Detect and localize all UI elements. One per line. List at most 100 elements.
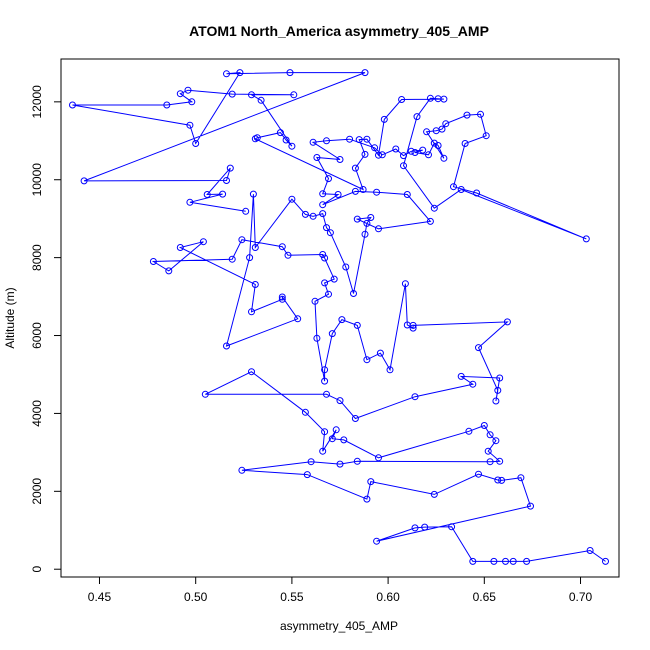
data-point: [498, 476, 506, 484]
y-tick-label: 6000: [30, 322, 44, 349]
data-point: [373, 188, 381, 196]
data-point: [477, 110, 484, 118]
data-point: [392, 145, 400, 153]
data-point: [469, 557, 477, 565]
data-point: [423, 128, 431, 136]
data-point: [340, 436, 348, 444]
data-point: [434, 142, 442, 149]
data-point: [294, 315, 302, 323]
data-point: [165, 267, 173, 275]
data-point: [301, 408, 309, 416]
data-point: [586, 547, 594, 554]
data-point: [328, 330, 336, 338]
data-point: [403, 191, 411, 198]
data-point: [328, 435, 336, 443]
data-point: [448, 523, 456, 531]
data-point: [355, 136, 363, 144]
data-point: [325, 175, 332, 183]
data-point: [311, 297, 319, 305]
data-point: [338, 316, 346, 324]
data-point: [319, 447, 327, 455]
data-point: [176, 244, 184, 251]
data-point: [303, 471, 311, 479]
data-point: [461, 140, 469, 147]
data-point: [494, 476, 502, 484]
y-axis: 0 2000 4000 6000 8000 10000 12000: [30, 85, 61, 573]
data-point: [226, 164, 234, 172]
x-tick-label: 0.65: [473, 590, 497, 604]
y-tick-label: 10000: [30, 163, 44, 197]
data-point: [351, 164, 359, 172]
data-point: [319, 201, 327, 209]
y-tick-label: 8000: [30, 244, 44, 271]
data-point: [186, 121, 194, 129]
data-point: [346, 135, 354, 143]
data-point: [480, 422, 488, 429]
data-point: [363, 135, 371, 143]
y-tick-label: 2000: [30, 478, 44, 505]
data-point: [401, 280, 409, 288]
data-point: [286, 69, 294, 77]
data-point: [457, 186, 465, 193]
data-point: [238, 466, 246, 474]
data-point: [353, 321, 361, 329]
data-point: [375, 151, 382, 159]
data-point: [473, 189, 481, 197]
x-tick-label: 0.55: [280, 590, 304, 604]
data-point: [375, 225, 382, 233]
data-point: [321, 428, 329, 436]
data-point: [251, 244, 259, 251]
data-point: [282, 136, 290, 144]
data-point: [361, 150, 369, 158]
data-point: [163, 101, 171, 109]
data-point: [409, 324, 417, 332]
x-axis: 0.45 0.50 0.55 0.60 0.65 0.70: [88, 577, 593, 604]
data-point: [425, 151, 432, 159]
data-point: [475, 344, 482, 352]
data-point: [398, 96, 406, 103]
data-point: [223, 342, 230, 350]
data-point: [411, 393, 419, 401]
data-point: [430, 139, 438, 147]
data-point: [80, 177, 88, 185]
data-point: [203, 191, 211, 198]
x-tick-label: 0.50: [184, 590, 208, 604]
data-point: [199, 238, 207, 246]
data-point: [411, 524, 419, 532]
data-point: [465, 427, 473, 435]
data-point: [223, 70, 230, 78]
data-point: [323, 390, 330, 398]
data-point: [502, 557, 509, 565]
data-point: [413, 113, 421, 121]
data-point: [238, 236, 246, 244]
data-point: [371, 144, 379, 152]
data-point: [438, 125, 446, 133]
data-point: [426, 217, 434, 225]
x-tick-label: 0.60: [376, 590, 400, 604]
data-point: [251, 281, 259, 288]
data-point: [342, 263, 350, 271]
y-axis-label: Altitude (m): [3, 287, 17, 348]
data-point: [380, 115, 388, 123]
data-point: [523, 557, 531, 565]
data-point: [582, 235, 590, 243]
data-point: [496, 457, 504, 465]
data-point: [419, 146, 427, 154]
data-point: [426, 94, 434, 102]
data-point: [301, 210, 309, 218]
data-point: [421, 523, 429, 531]
data-point: [313, 154, 321, 161]
data-point: [336, 397, 344, 405]
series-line: [72, 72, 606, 562]
data-point: [430, 204, 438, 212]
data-point: [407, 147, 415, 155]
data-point: [602, 557, 609, 565]
data-point: [496, 374, 504, 382]
data-point: [248, 368, 255, 376]
data-point: [386, 366, 394, 374]
data-point: [336, 156, 344, 163]
x-axis-label: asymmetry_405_AMP: [280, 619, 398, 633]
data-point: [494, 386, 502, 394]
data-point: [475, 470, 482, 478]
